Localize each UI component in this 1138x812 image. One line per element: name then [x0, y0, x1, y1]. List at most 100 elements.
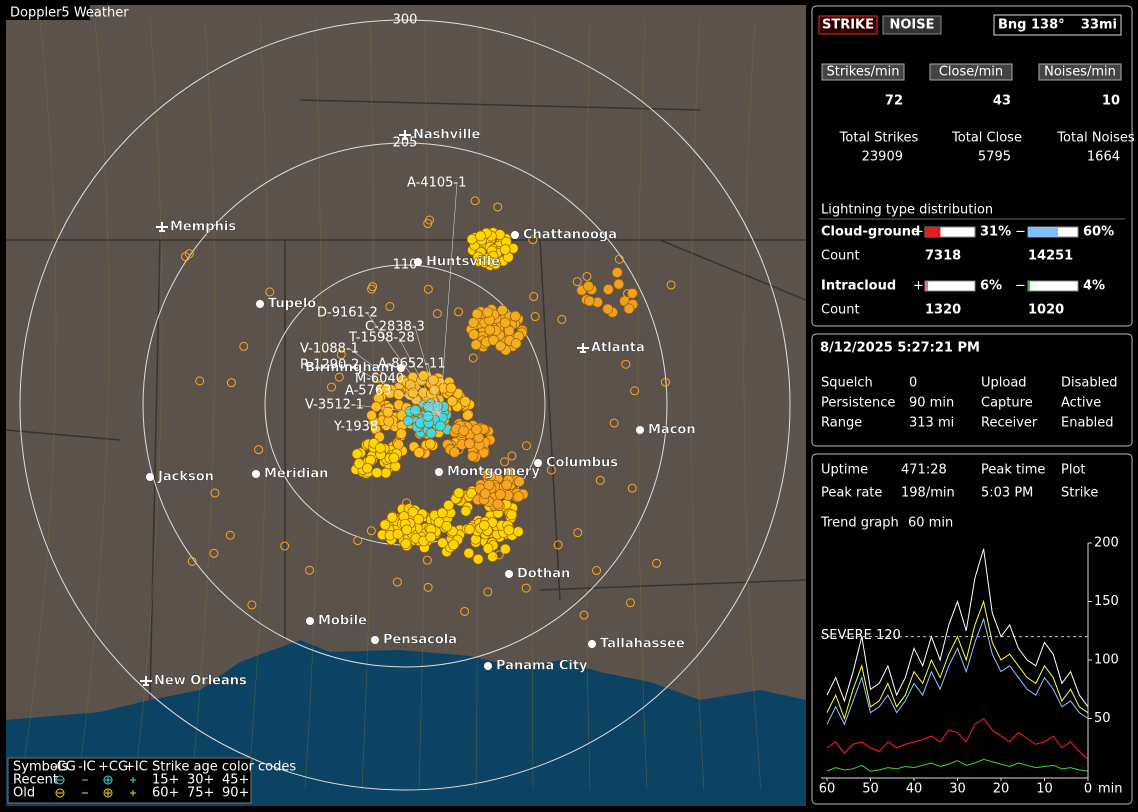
- strike-symbol: [334, 372, 344, 382]
- strike-symbol: [464, 410, 474, 420]
- setting-text: Enabled: [1061, 416, 1114, 431]
- legend-symbol: [105, 790, 136, 796]
- strike-button[interactable]: [818, 15, 878, 35]
- city-label: Pensacola: [383, 633, 457, 648]
- city-dot: [588, 640, 596, 648]
- strike-symbol: [371, 467, 383, 479]
- strike-symbol: [500, 457, 510, 467]
- storm-label: A-5763: [345, 384, 391, 399]
- strike-symbol: [424, 438, 436, 450]
- city-dot: [505, 570, 513, 578]
- trend-line: [826, 548, 1089, 708]
- setting-text: 0: [909, 376, 917, 391]
- strike-symbol: [443, 499, 454, 511]
- strike-symbol: [181, 252, 191, 262]
- state-border: [299, 99, 701, 111]
- y-tick-label: 50: [1094, 711, 1111, 726]
- strike-symbol: [409, 404, 421, 416]
- road: [690, 19, 705, 791]
- noise-button[interactable]: [882, 15, 942, 35]
- row-name: Intracloud: [821, 279, 896, 294]
- strike-symbol: [437, 507, 448, 519]
- strike-symbol: [445, 382, 457, 394]
- setting-text: Range: [821, 416, 862, 431]
- state-border: [659, 239, 806, 301]
- storm-label: A-4105-1: [407, 176, 466, 191]
- strike-symbol: [609, 418, 619, 428]
- road: [531, 19, 536, 791]
- strike-symbol: [453, 487, 465, 499]
- legend-age: 75+: [187, 786, 214, 801]
- strike-symbol: [479, 488, 491, 500]
- strike-symbol: [464, 523, 475, 535]
- storm-leader: [354, 404, 441, 416]
- strike-symbol: [521, 441, 531, 451]
- storm-leader: [427, 363, 441, 416]
- strike-symbol: [630, 386, 640, 396]
- legend-age: 60+: [152, 786, 179, 801]
- strike-symbol: [386, 511, 398, 523]
- trend-line: [826, 717, 1089, 760]
- strike-symbol: [459, 396, 471, 407]
- strike-symbol: [381, 383, 392, 394]
- city-dot: [636, 426, 644, 434]
- state-border: [6, 429, 121, 441]
- strike-symbol: [454, 307, 464, 317]
- city-label: Nashville: [413, 128, 480, 143]
- strike-symbol: [425, 531, 437, 543]
- strike-symbol: [481, 469, 493, 481]
- strike-symbol: [611, 267, 623, 278]
- storm-leader: [404, 378, 441, 416]
- road: [76, 19, 110, 791]
- strike-symbol: [500, 543, 511, 555]
- road: [584, 19, 591, 791]
- strike-symbol: [366, 526, 376, 536]
- percent: 31%: [980, 225, 1011, 240]
- storm-leader: [439, 182, 458, 416]
- total-label: Total Close: [951, 131, 1022, 146]
- stat-text: 471:28: [901, 463, 947, 478]
- strike-symbol: [402, 498, 412, 508]
- strike-symbol: [382, 406, 394, 418]
- road: [190, 19, 216, 791]
- strike-symbol: [375, 442, 386, 454]
- strike-symbol: [449, 446, 460, 458]
- legend-symbol: [55, 775, 65, 785]
- sign: +: [913, 279, 924, 294]
- city-dot: [146, 473, 154, 481]
- bearing: Bng 138°: [998, 18, 1065, 33]
- city-label: Tallahassee: [600, 637, 685, 652]
- rate-header: [929, 63, 1013, 81]
- legend-symbol: [105, 777, 136, 783]
- strike-symbol: [595, 475, 605, 485]
- rate-value: 43: [993, 94, 1011, 109]
- strike-symbol: [529, 292, 539, 302]
- panel: [811, 453, 1133, 805]
- state-border: [539, 239, 561, 601]
- rate-header-text: Close/min: [939, 65, 1003, 80]
- city-label: New Orleans: [154, 674, 247, 689]
- stat-text: Uptime: [821, 463, 868, 478]
- setting-text: Receiver: [981, 416, 1038, 431]
- airport-icon: [140, 676, 152, 686]
- legend-symbol: [103, 788, 113, 798]
- city-label: Tupelo: [268, 297, 316, 312]
- stat-text: Strike: [1061, 486, 1098, 501]
- strike-symbol: [413, 513, 425, 525]
- strike-symbol: [464, 438, 475, 449]
- storm-label: C-2838-3: [365, 320, 425, 335]
- strike-symbol: [407, 387, 419, 399]
- strike-symbol: [472, 553, 484, 565]
- strike-symbol: [454, 445, 464, 455]
- strike-symbol: [210, 488, 220, 498]
- setting-text: Capture: [981, 396, 1033, 411]
- bar: [1028, 227, 1058, 237]
- title-box: [6, 5, 90, 20]
- strike-symbol: [362, 462, 373, 474]
- count-label: Count: [821, 249, 860, 264]
- city-label: Macon: [648, 423, 696, 438]
- city-label: Memphis: [170, 220, 236, 235]
- strike-symbol: [499, 244, 511, 255]
- x-tick-label: 30: [949, 782, 966, 797]
